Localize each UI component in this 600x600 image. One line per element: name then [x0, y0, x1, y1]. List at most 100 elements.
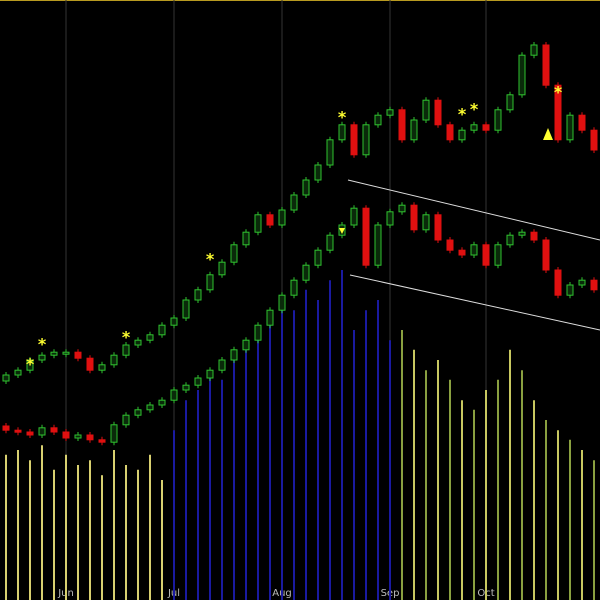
candle-body: [470, 124, 478, 131]
candle-body: [218, 261, 226, 276]
candle-body: [398, 204, 406, 213]
channel-line: [347, 179, 600, 241]
candle-body: [218, 359, 226, 371]
candle-body: [110, 424, 118, 443]
candle-body: [182, 384, 190, 391]
candle-body: [518, 231, 526, 236]
channel-line: [349, 274, 600, 331]
signal-marker: *: [470, 99, 479, 118]
candle-body: [410, 204, 418, 231]
candle-body: [470, 244, 478, 256]
candle-body: [326, 139, 334, 166]
candle-body: [578, 279, 586, 286]
candle-body: [50, 427, 58, 433]
candle-body: [434, 99, 442, 126]
candle-body: [74, 351, 82, 359]
candle-body: [302, 264, 310, 281]
candle-body: [50, 351, 58, 356]
candle-body: [206, 369, 214, 379]
candle-body: [266, 214, 274, 226]
candle-body: [386, 211, 394, 226]
candle-body: [494, 109, 502, 131]
candle-body: [26, 359, 34, 371]
candle-body: [290, 279, 298, 296]
candle-body: [86, 357, 94, 371]
candle-body: [518, 54, 526, 96]
candle-body: [494, 244, 502, 266]
signal-marker: *: [38, 335, 47, 354]
signal-marker: *: [338, 108, 347, 127]
candle-body: [566, 284, 574, 296]
candle-body: [302, 179, 310, 196]
candle-body: [314, 164, 322, 181]
signal-arrow: [339, 228, 345, 234]
signal-marker: *: [554, 83, 563, 102]
candle-body: [206, 274, 214, 291]
candle-body: [362, 124, 370, 156]
candle-body: [374, 224, 382, 266]
candle-body: [158, 399, 166, 406]
candle-body: [386, 109, 394, 116]
candle-body: [434, 214, 442, 241]
candle-body: [422, 99, 430, 121]
candle-body: [74, 434, 82, 439]
candle-body: [590, 129, 598, 151]
candle-body: [146, 334, 154, 341]
signal-marker: *: [122, 327, 131, 346]
candle-body: [422, 214, 430, 231]
candle-body: [530, 231, 538, 241]
candle-body: [134, 339, 142, 346]
candle-body: [566, 114, 574, 141]
signal-marker: *: [26, 354, 35, 373]
signal-marker: *: [458, 105, 467, 124]
signal-arrow: [543, 128, 553, 140]
candle-body: [554, 269, 562, 296]
candle-body: [266, 309, 274, 326]
candle-body: [14, 429, 22, 433]
candle-body: [278, 209, 286, 226]
candle-body: [14, 369, 22, 376]
candle-body: [578, 114, 586, 131]
candle-body: [410, 119, 418, 141]
candle-body: [122, 414, 130, 426]
candle-body: [542, 44, 550, 86]
candle-body: [182, 299, 190, 319]
candle-body: [446, 124, 454, 141]
candle-body: [62, 351, 70, 355]
candle-body: [458, 129, 466, 141]
candle-body: [278, 294, 286, 311]
candle-body: [446, 239, 454, 251]
candle-body: [134, 409, 142, 416]
candle-body: [326, 234, 334, 251]
candle-body: [338, 124, 346, 141]
candle-body: [26, 431, 34, 436]
candle-body: [98, 364, 106, 371]
candle-body: [554, 84, 562, 141]
candle-body: [314, 249, 322, 266]
candle-body: [86, 434, 94, 441]
candle-body: [542, 239, 550, 271]
candle-body: [482, 244, 490, 266]
candle-body: [2, 425, 10, 431]
candle-body: [38, 354, 46, 361]
candle-body: [398, 109, 406, 141]
candle-body: [158, 324, 166, 336]
candle-body: [506, 94, 514, 111]
candle-body: [38, 427, 46, 436]
candle-body: [98, 439, 106, 443]
candle-body: [194, 289, 202, 301]
candle-body: [2, 374, 10, 382]
candle-body: [122, 344, 130, 356]
candle-body: [458, 249, 466, 256]
candle-body: [146, 404, 154, 411]
candle-body: [170, 317, 178, 326]
candle-body: [374, 114, 382, 126]
candle-body: [194, 377, 202, 386]
candle-body: [350, 124, 358, 156]
candle-body: [230, 244, 238, 263]
candle-body: [530, 44, 538, 56]
signal-marker: *: [206, 249, 215, 268]
